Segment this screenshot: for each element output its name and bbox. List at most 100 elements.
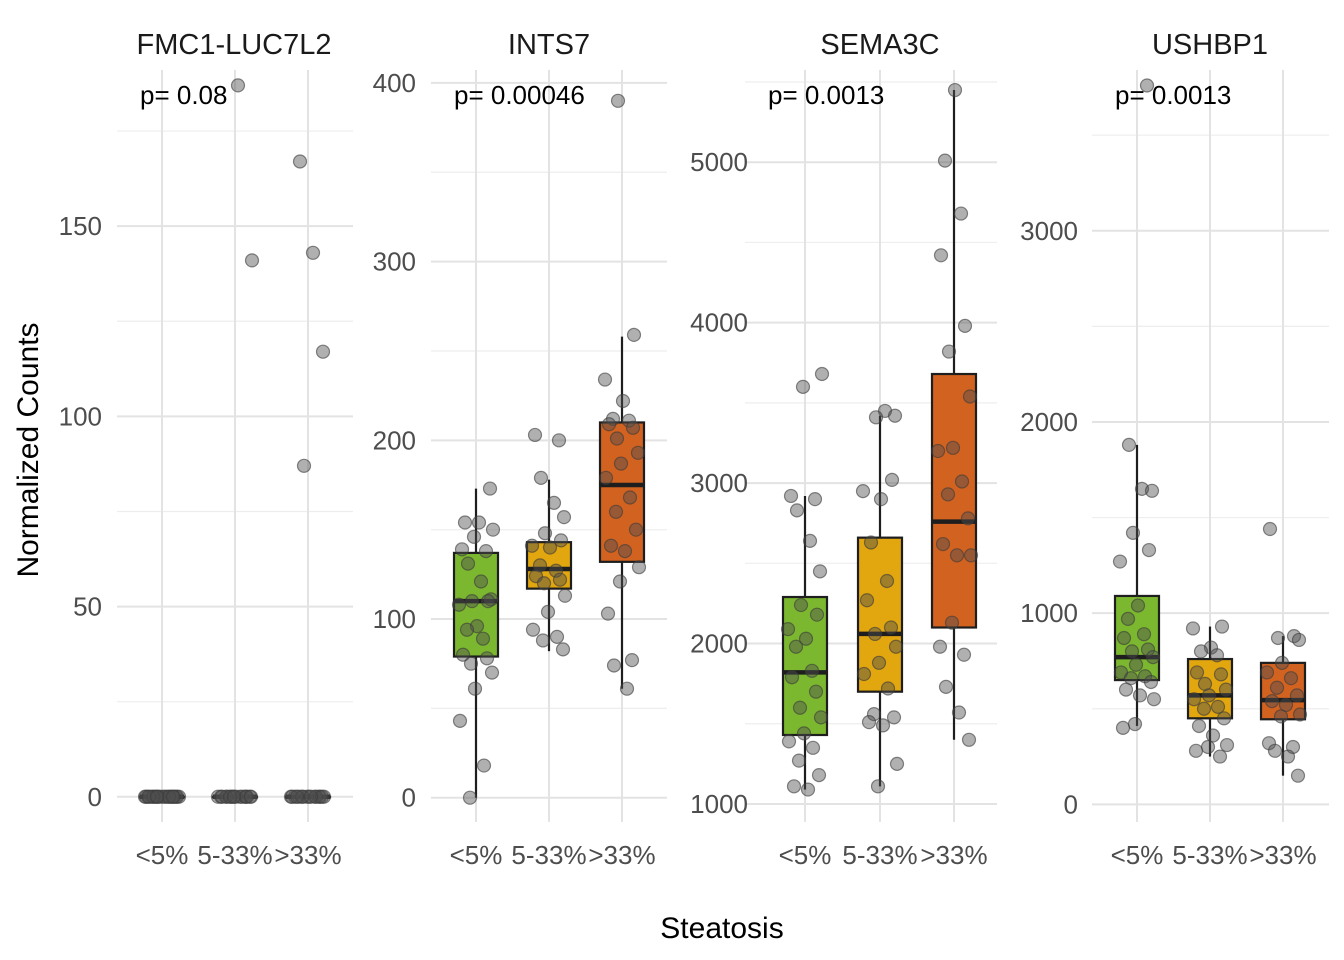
data-point (1280, 749, 1296, 764)
data-point (467, 681, 483, 696)
data-point (466, 529, 482, 544)
data-point (552, 572, 568, 587)
data-point (315, 344, 331, 359)
data-point (630, 445, 646, 460)
data-point (238, 789, 254, 804)
data-point (549, 629, 565, 644)
data-point (940, 487, 956, 502)
data-point (460, 556, 476, 571)
panel-fmc1-luc7l2: 0 50 100 150 FMC1-LUC7L2 <5% 5-33% >33% p= 0.08 (59, 29, 353, 870)
data-point (933, 248, 949, 263)
data-point (879, 573, 895, 589)
data-point (811, 767, 827, 783)
data-point (954, 474, 970, 489)
y-tick-label: 100 (59, 401, 102, 431)
data-point (880, 681, 896, 696)
panel-title: SEMA3C (820, 29, 939, 61)
data-point (804, 663, 820, 678)
data-point (613, 456, 629, 471)
y-tick-label: 0 (402, 783, 416, 813)
data-point (1112, 554, 1128, 569)
data-point (610, 93, 626, 108)
data-point (1121, 437, 1137, 453)
data-point (786, 779, 802, 794)
data-point (961, 732, 977, 747)
data-point (944, 615, 960, 630)
data-point (462, 790, 478, 805)
data-point (296, 458, 312, 473)
data-point (888, 639, 904, 654)
data-point (601, 417, 617, 432)
data-point (781, 734, 797, 749)
data-point (963, 548, 979, 563)
data-point (1115, 720, 1131, 735)
data-point (473, 574, 489, 589)
data-point (870, 779, 886, 794)
data-point (145, 789, 161, 804)
data-point (1189, 665, 1205, 680)
data-point (533, 470, 549, 485)
y-tick-label: 2000 (1020, 407, 1078, 437)
data-point (542, 540, 558, 555)
data-point (137, 789, 153, 804)
data-point (788, 639, 804, 654)
data-point (165, 789, 181, 804)
data-point (780, 622, 796, 637)
y-tick-label: 1000 (690, 789, 748, 819)
data-point (546, 495, 562, 510)
data-point (808, 684, 824, 699)
iqr-box (856, 536, 904, 693)
data-point (451, 597, 467, 612)
data-point (1185, 621, 1201, 636)
data-point (1262, 521, 1278, 537)
box->33% (930, 90, 978, 740)
iqr-box (930, 372, 978, 629)
box->33% (598, 336, 646, 689)
y-axis-title: Normalized Counts (12, 322, 45, 577)
data-point (292, 154, 308, 169)
data-point (1136, 627, 1152, 642)
data-point (887, 408, 903, 423)
data-point (478, 544, 494, 559)
data-point (540, 604, 556, 619)
data-point (631, 560, 647, 575)
y-tick-label: 150 (59, 211, 102, 241)
data-point (784, 670, 800, 685)
x-tick-label: 5-33% (842, 840, 917, 870)
data-point (793, 597, 809, 613)
data-point (809, 607, 825, 622)
data-point (866, 707, 882, 722)
panel-title: FMC1-LUC7L2 (137, 29, 332, 61)
data-point (800, 782, 816, 797)
data-point (598, 470, 614, 485)
data-point (536, 576, 552, 591)
data-point (305, 245, 321, 260)
data-point (619, 681, 635, 696)
data-point (1125, 525, 1141, 540)
panel-ushbp1: 0 1000 2000 3000 USHBP1 <5% 5-33% >33% p= 0.0013 (1020, 29, 1329, 870)
data-point (625, 420, 641, 435)
data-point (284, 789, 300, 804)
data-point (226, 789, 242, 804)
data-point (812, 564, 828, 579)
panel-title: INTS7 (508, 29, 590, 61)
data-point (243, 789, 259, 804)
data-point (795, 379, 811, 394)
data-point (873, 492, 889, 507)
data-point (1139, 78, 1155, 93)
data-point (798, 631, 814, 646)
data-point (622, 490, 638, 505)
data-point (314, 789, 330, 804)
x-axis-title: Steatosis (660, 912, 783, 945)
y-tick-label: 0 (88, 782, 102, 812)
data-point (475, 631, 491, 646)
data-point (957, 318, 973, 333)
data-point (789, 503, 805, 518)
data-point (951, 705, 967, 720)
data-point (455, 647, 471, 662)
x-tick-label: 5-33% (511, 840, 586, 870)
data-point (1273, 709, 1289, 724)
data-point (597, 372, 613, 387)
data-point (214, 789, 230, 804)
data-point (1267, 743, 1283, 758)
